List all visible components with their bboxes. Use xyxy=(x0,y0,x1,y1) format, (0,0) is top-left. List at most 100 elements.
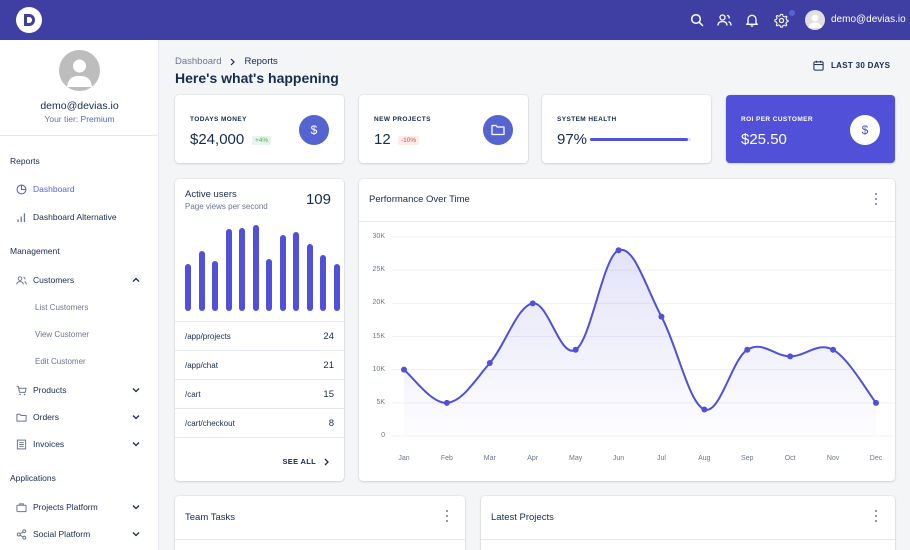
date-range-label: LAST 30 DAYS xyxy=(831,61,891,70)
chevron-down-icon[interactable] xyxy=(131,385,141,395)
data-point[interactable] xyxy=(830,346,837,353)
y-tick-label: 25K xyxy=(372,266,385,274)
x-tick-label: Dec xyxy=(869,455,883,462)
search-icon[interactable] xyxy=(688,11,706,29)
users-icon[interactable] xyxy=(715,11,733,29)
sidebar-item-social-platform[interactable]: Social Platform xyxy=(16,527,90,541)
sidebar-item-projects-platform[interactable]: Projects Platform xyxy=(16,500,98,514)
see-all-button[interactable]: SEE ALL xyxy=(283,457,331,466)
active-users-bar xyxy=(333,263,340,311)
dollar-icon: $ xyxy=(850,115,880,145)
profile-tier-prefix: Your tier: xyxy=(44,114,81,124)
notification-badge xyxy=(789,10,795,16)
bell-icon[interactable] xyxy=(743,11,761,29)
active-users-bar xyxy=(225,229,232,311)
chevron-down-icon[interactable] xyxy=(131,529,141,539)
sidebar-item-products[interactable]: Products xyxy=(16,383,67,397)
folder-icon xyxy=(16,412,27,423)
kpi-card-todays-money: TODAYS MONEY $24,000 +4% $ xyxy=(175,95,344,163)
data-point[interactable] xyxy=(615,247,622,254)
y-tick-label: 10K xyxy=(372,365,385,373)
sidebar-item-dashboard-alternative[interactable]: Dashboard Alternative xyxy=(16,210,117,224)
data-point[interactable] xyxy=(787,353,794,360)
more-vert-icon[interactable] xyxy=(874,510,878,522)
kpi-card-new-projects: NEW PROJECTS 12 -10% xyxy=(359,95,528,163)
logo[interactable] xyxy=(16,7,42,33)
table-row[interactable]: /cart/checkout 8 xyxy=(175,408,344,437)
data-point[interactable] xyxy=(658,313,665,320)
dollar-icon: $ xyxy=(299,115,329,145)
breadcrumb-item-reports: Reports xyxy=(244,56,278,67)
active-users-bar xyxy=(252,225,259,311)
data-point[interactable] xyxy=(486,360,493,367)
data-point[interactable] xyxy=(873,399,879,406)
cart-icon xyxy=(16,385,27,396)
more-vert-icon[interactable] xyxy=(874,193,878,205)
kpi-value: 12 xyxy=(374,131,391,148)
sidebar-item-label: Orders xyxy=(33,412,59,422)
chevron-down-icon[interactable] xyxy=(131,502,141,512)
sidebar-subitem-list-customers[interactable]: List Customers xyxy=(35,303,89,312)
chevron-down-icon[interactable] xyxy=(131,412,141,422)
kpi-card-roi-per-customer: ROI PER CUSTOMER $25.50 $ xyxy=(726,95,895,163)
page-path: /app/projects xyxy=(185,332,231,341)
breadcrumb-item-dashboard[interactable]: Dashboard xyxy=(175,56,222,67)
chevron-right-icon xyxy=(324,458,329,465)
sidebar-item-label: Dashboard xyxy=(33,184,75,194)
kpi-label: ROI PER CUSTOMER xyxy=(741,116,814,123)
date-range-button[interactable]: LAST 30 DAYS xyxy=(813,60,890,71)
more-vert-icon[interactable] xyxy=(445,510,449,522)
data-point[interactable] xyxy=(529,300,536,307)
page-count: 15 xyxy=(323,389,334,400)
divider xyxy=(175,437,344,438)
section-management: Management xyxy=(10,246,60,256)
section-applications: Applications xyxy=(10,473,56,483)
divider xyxy=(175,539,465,540)
x-tick-label: Jun xyxy=(612,455,625,462)
section-reports: Reports xyxy=(10,156,40,166)
active-users-card: Active users Page views per second 109 /… xyxy=(175,179,344,481)
page-path: /cart/checkout xyxy=(185,419,235,428)
profile-tier-link[interactable]: Premium xyxy=(80,114,115,124)
avatar[interactable] xyxy=(805,10,825,30)
active-users-title: Active users xyxy=(185,189,237,200)
data-point[interactable] xyxy=(701,406,708,413)
settings-icon[interactable] xyxy=(772,11,790,29)
sidebar-subitem-view-customer[interactable]: View Customer xyxy=(35,330,90,339)
sidebar-item-invoices[interactable]: Invoices xyxy=(16,437,64,451)
table-row[interactable]: /cart 15 xyxy=(175,379,344,408)
chevron-up-icon[interactable] xyxy=(131,275,141,285)
data-point[interactable] xyxy=(744,346,751,353)
x-tick-label: May xyxy=(569,455,583,462)
divider xyxy=(481,539,895,540)
profile-avatar[interactable] xyxy=(59,50,100,91)
kpi-value: $24,000 xyxy=(190,131,245,148)
table-row[interactable]: /app/chat 21 xyxy=(175,350,344,379)
team-tasks-card: Team Tasks xyxy=(175,496,465,550)
sidebar-item-customers[interactable]: Customers xyxy=(16,273,74,287)
active-users-bar xyxy=(279,235,286,311)
sidebar-subitem-edit-customer[interactable]: Edit Customer xyxy=(35,357,86,366)
sidebar-item-label: Products xyxy=(33,385,67,395)
sidebar: demo@devias.io Your tier: Premium Report… xyxy=(0,40,159,550)
profile-email: demo@devias.io xyxy=(40,100,119,112)
sidebar-item-orders[interactable]: Orders xyxy=(16,410,59,424)
divider xyxy=(359,221,895,222)
x-tick-label: Apr xyxy=(527,455,539,462)
team-tasks-title: Team Tasks xyxy=(185,512,235,523)
sidebar-item-dashboard[interactable]: Dashboard xyxy=(16,182,75,196)
chevron-down-icon[interactable] xyxy=(131,439,141,449)
latest-projects-title: Latest Projects xyxy=(491,512,554,523)
active-users-bar-chart xyxy=(175,179,344,314)
active-users-subtitle: Page views per second xyxy=(185,202,268,211)
topbar-user-email[interactable]: demo@devias.io xyxy=(831,14,906,25)
page-count: 21 xyxy=(323,360,334,371)
sidebar-item-label: Dashboard Alternative xyxy=(33,212,117,222)
data-point[interactable] xyxy=(572,346,579,353)
table-row[interactable]: /app/projects 24 xyxy=(175,321,344,350)
data-point[interactable] xyxy=(443,399,450,406)
kpi-value: 97% xyxy=(557,131,588,148)
data-point[interactable] xyxy=(401,366,407,373)
logo-icon xyxy=(24,14,35,26)
